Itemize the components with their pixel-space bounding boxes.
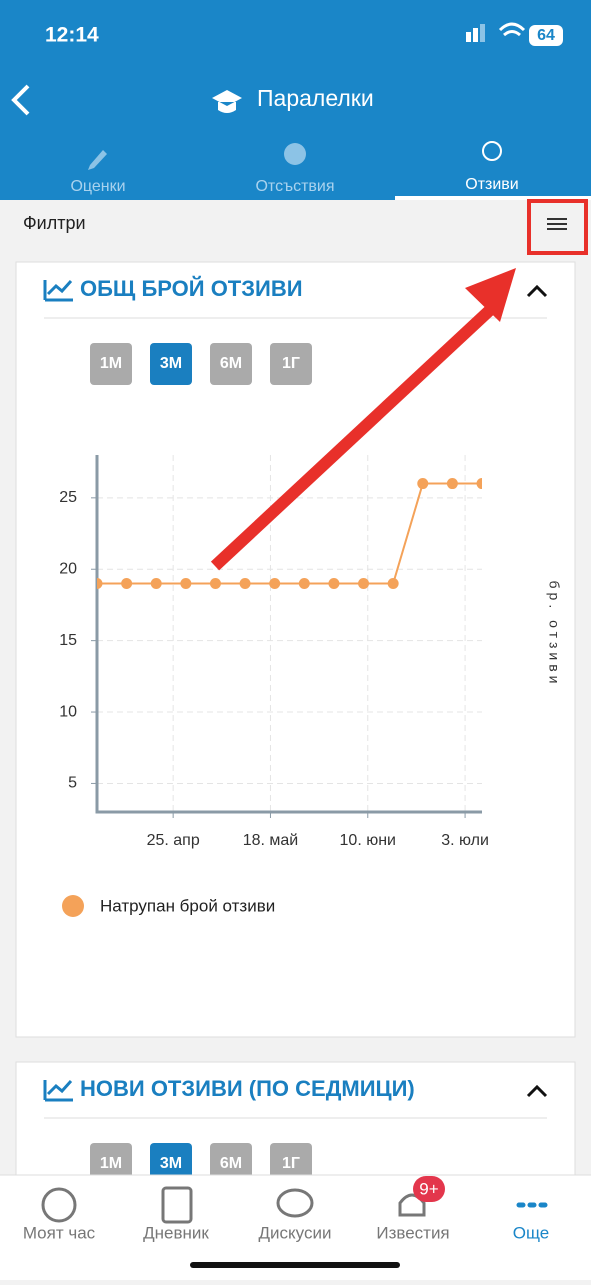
card	[15, 261, 576, 1038]
tab[interactable]: Отсъствия	[255, 178, 334, 195]
data-point	[358, 578, 370, 590]
badge	[413, 1176, 445, 1202]
x-tick-label: 3. юли	[441, 832, 489, 849]
range-label: 1Г	[282, 1155, 300, 1172]
data-point	[209, 578, 221, 590]
header-bg	[0, 0, 591, 200]
signal	[473, 28, 478, 42]
range-button[interactable]	[150, 343, 192, 385]
legend-label: Натрупан брой отзиви	[100, 896, 275, 915]
y-tick-label: 10	[59, 703, 77, 720]
nav-icon	[398, 1193, 426, 1217]
tab-icon	[284, 143, 306, 165]
filter-label: Филтри	[23, 213, 86, 233]
arrow	[210, 305, 495, 571]
x-tick-label: 25. апр	[147, 832, 200, 849]
range-label: 6М	[220, 355, 242, 372]
data-point	[269, 578, 281, 590]
chart-icon	[43, 279, 73, 302]
data-point	[180, 578, 192, 590]
back-button[interactable]	[11, 84, 30, 116]
highlight-box	[527, 199, 588, 255]
range-label: 1М	[100, 1155, 122, 1172]
data-point	[476, 478, 482, 490]
y-tick-label: 15	[59, 632, 77, 649]
nav-item[interactable]: Дискусии	[259, 1223, 332, 1242]
y-tick-label: 20	[59, 560, 77, 577]
data-point	[328, 578, 340, 590]
y-tick-label: 25	[59, 489, 77, 506]
cap-icon	[212, 90, 242, 113]
range-label: 1М	[100, 355, 122, 372]
range-label: 1Г	[282, 355, 300, 372]
nav-icon	[41, 1187, 77, 1223]
signal	[466, 32, 471, 42]
axes	[95, 455, 482, 814]
range-label: 3М	[160, 355, 182, 372]
x-tick-label: 10. юни	[340, 832, 396, 849]
nav-icon	[161, 1186, 193, 1224]
range-button[interactable]	[210, 343, 252, 385]
nav-item[interactable]: Дневник	[143, 1223, 209, 1242]
data-point	[417, 478, 429, 490]
collapse	[526, 1084, 548, 1098]
card-title: НОВИ ОТЗИВИ (ПО СЕДМИЦИ)	[80, 1076, 415, 1101]
chart-icon	[43, 1079, 73, 1102]
tab-icon	[88, 150, 107, 170]
data-point	[97, 578, 103, 590]
nav-item[interactable]: Още	[513, 1223, 549, 1242]
arrow-head	[465, 268, 516, 322]
data-point	[239, 578, 251, 590]
y-tick-label: 5	[68, 775, 77, 792]
data-point	[387, 578, 399, 590]
x-tick-label: 18. май	[243, 832, 299, 849]
tab-indicator	[395, 196, 591, 200]
range-button[interactable]	[90, 343, 132, 385]
tab-icon	[482, 141, 502, 161]
header-title: Паралелки	[257, 85, 374, 111]
data-point	[298, 578, 310, 590]
badge-text: 9+	[419, 1179, 438, 1198]
range-button[interactable]	[270, 343, 312, 385]
range-label: 3М	[160, 1155, 182, 1172]
home-indicator	[190, 1262, 400, 1268]
card-title: ОБЩ БРОЙ ОТЗИВИ	[80, 276, 303, 301]
data-point	[150, 578, 162, 590]
status-time: 12:14	[45, 24, 99, 47]
nav-item[interactable]: Моят час	[23, 1223, 96, 1242]
nav-icon	[276, 1188, 314, 1218]
nav-item[interactable]: Известия	[376, 1223, 449, 1242]
filter-menu[interactable]	[547, 218, 567, 230]
battery	[529, 25, 563, 46]
tab-active[interactable]: Отзиви	[465, 176, 518, 193]
battery-level: 64	[537, 27, 555, 44]
tab[interactable]: Оценки	[70, 178, 125, 195]
range-label: 6М	[220, 1155, 242, 1172]
data-point	[121, 578, 133, 590]
legend-marker	[62, 895, 84, 917]
signal	[480, 24, 485, 42]
collapse	[526, 284, 548, 298]
data-point	[446, 478, 458, 490]
y-axis-label: бр. отзиви	[546, 581, 562, 688]
wifi	[498, 22, 526, 37]
